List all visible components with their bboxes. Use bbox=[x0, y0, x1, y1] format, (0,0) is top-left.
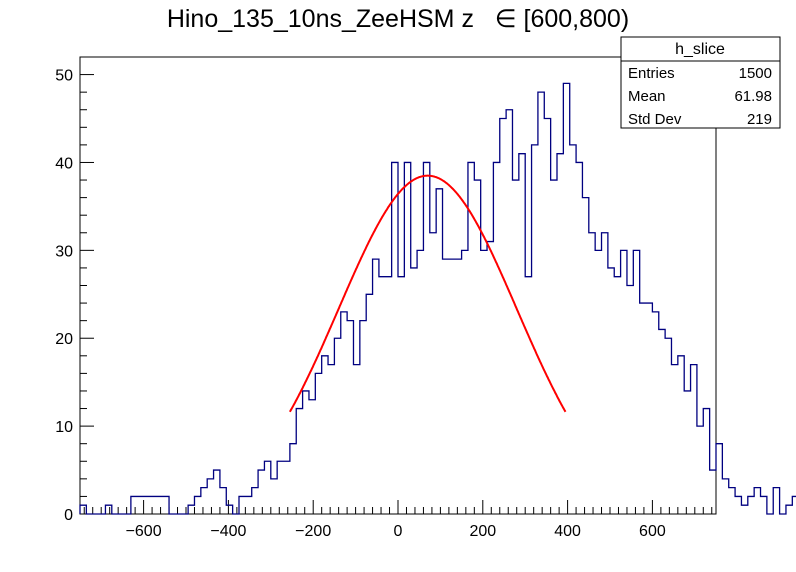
y-tick-label: 50 bbox=[55, 68, 73, 85]
x-tick-label: −200 bbox=[295, 523, 331, 540]
x-tick-label: −400 bbox=[210, 523, 246, 540]
gaussian-fit-curve bbox=[289, 174, 567, 413]
stats-entries-label: Entries bbox=[628, 65, 675, 82]
stats-mean-label: Mean bbox=[628, 88, 666, 105]
y-tick-label: 10 bbox=[55, 419, 73, 436]
x-tick-label: 200 bbox=[469, 523, 496, 540]
x-tick-label: 600 bbox=[639, 523, 666, 540]
histogram-series bbox=[79, 82, 796, 515]
y-tick-label: 20 bbox=[55, 331, 73, 348]
x-tick-label: 400 bbox=[554, 523, 581, 540]
stats-entries-value: 1500 bbox=[739, 65, 772, 82]
x-axis: −600 −400 −200 0 200 400 600 bbox=[83, 500, 713, 540]
x-tick-label: −600 bbox=[126, 523, 162, 540]
y-tick-label: 0 bbox=[64, 507, 73, 524]
y-tick-label: 40 bbox=[55, 155, 73, 172]
x-tick-label: 0 bbox=[394, 523, 403, 540]
y-tick-label: 30 bbox=[55, 243, 73, 260]
stats-box-title: h_slice bbox=[675, 41, 725, 58]
stats-stddev-label: Std Dev bbox=[628, 111, 682, 128]
chart-title: Hino_135_10ns_ZeeHSM z ∈ [600,800) bbox=[166, 5, 630, 33]
stats-box: h_slice Entries 1500 Mean 61.98 Std Dev … bbox=[620, 36, 781, 129]
y-axis: 0 10 20 30 40 50 bbox=[55, 56, 94, 524]
stats-mean-value: 61.98 bbox=[734, 88, 772, 105]
stats-stddev-value: 219 bbox=[747, 111, 772, 128]
